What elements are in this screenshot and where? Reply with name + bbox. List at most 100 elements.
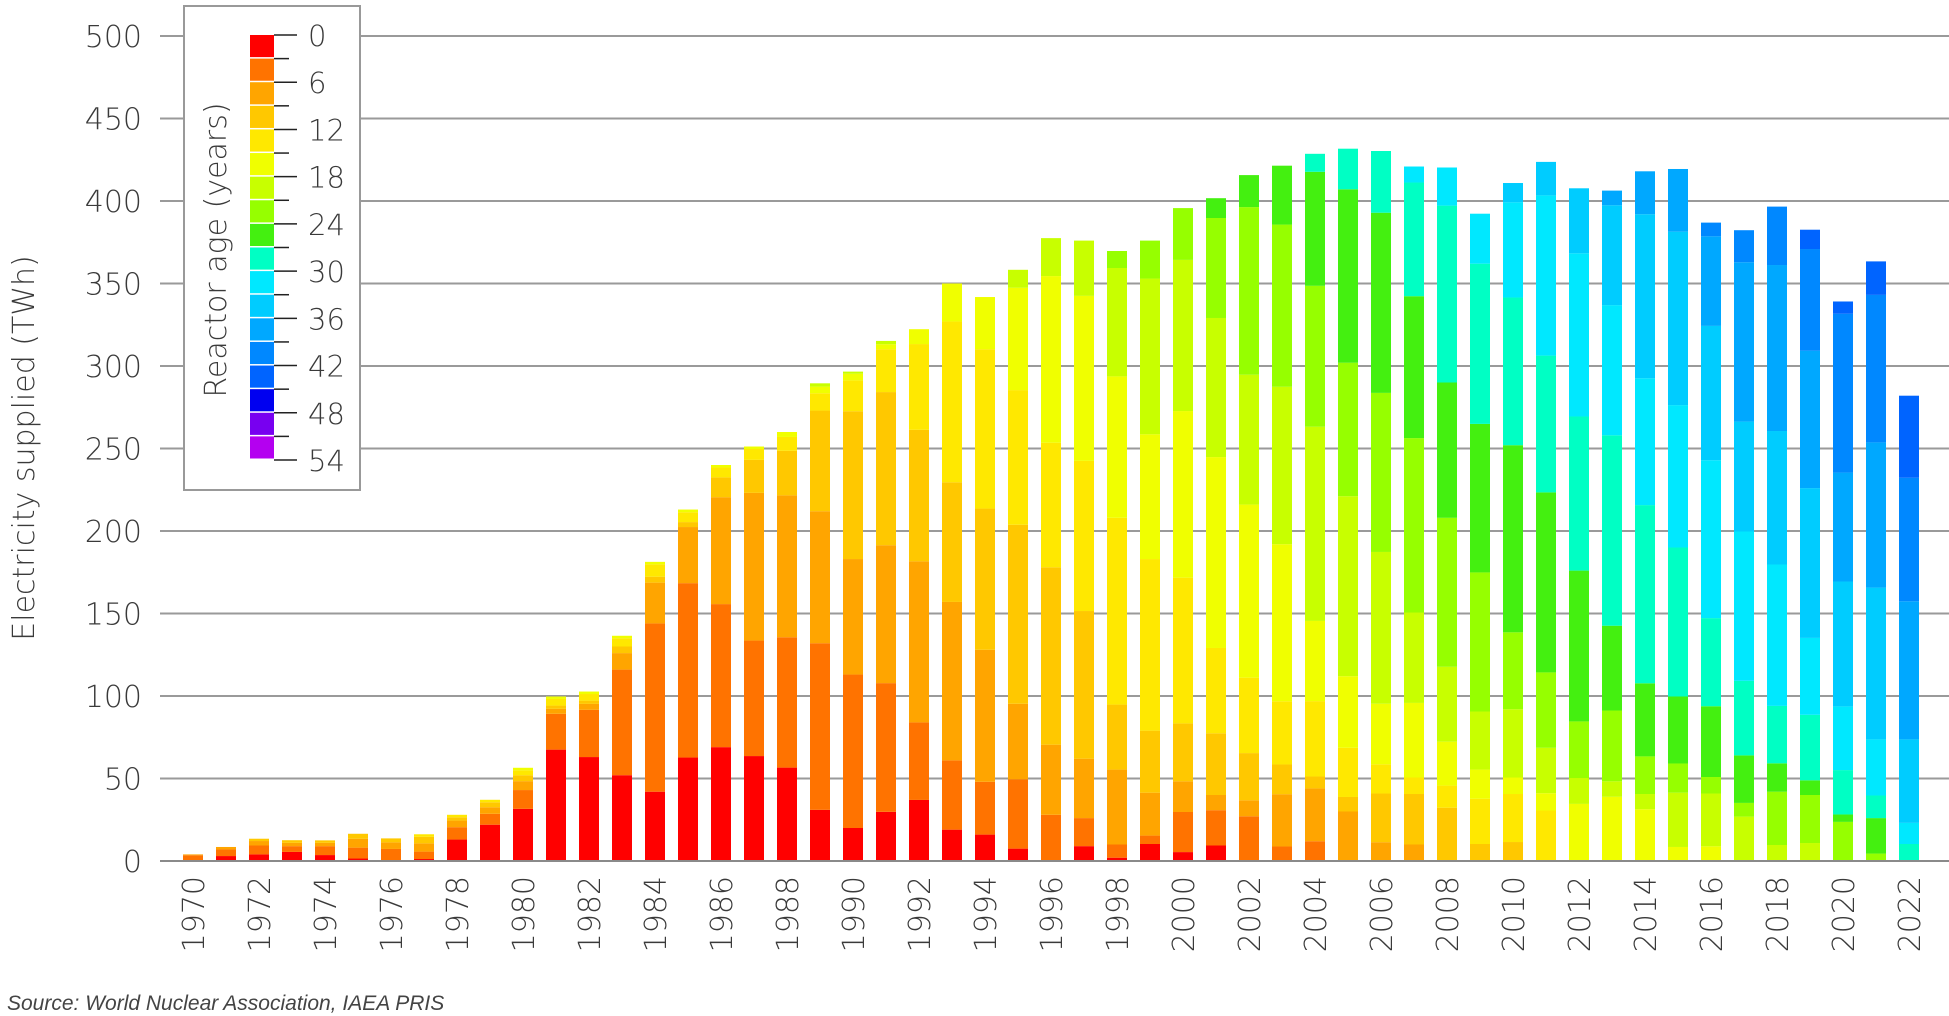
bar-1984 xyxy=(645,561,665,861)
bar-segment-age-9-12 xyxy=(810,410,830,512)
bar-segment-age-9-12 xyxy=(579,700,599,704)
bar-segment-age-15-18 xyxy=(513,767,533,771)
bar-segment-age-15-18 xyxy=(744,446,764,449)
bar-1988 xyxy=(777,432,797,861)
bar-segment-age-12-15 xyxy=(645,564,665,577)
bar-segment-age-24-27 xyxy=(1305,171,1325,286)
bar-2004 xyxy=(1305,153,1325,861)
bar-1985 xyxy=(678,509,698,861)
bar-segment-age-36-39 xyxy=(1866,442,1886,588)
bar-segment-age-6-9 xyxy=(1173,781,1193,812)
x-tick-label: 1998 xyxy=(1101,876,1136,952)
colorbar-swatch-27-30 xyxy=(250,247,274,270)
bar-segment-age-30-33 xyxy=(1866,739,1886,796)
bar-segment-age-21-24 xyxy=(1272,224,1292,387)
colorbar-swatch-0-3 xyxy=(250,35,274,58)
bar-segment-age-21-24 xyxy=(1338,362,1358,497)
bar-segment-age-15-18 xyxy=(810,386,830,394)
bar-segment-age-36-39 xyxy=(1800,350,1820,489)
bar-segment-age-21-24 xyxy=(1371,392,1391,552)
bar-segment-age-30-33 xyxy=(1767,564,1787,706)
bar-segment-age-21-24 xyxy=(1305,285,1325,427)
bar-segment-age-39-42 xyxy=(1866,294,1886,443)
bar-segment-age-0-3 xyxy=(909,799,929,861)
bar-segment-age-27-30 xyxy=(1569,416,1589,571)
bar-segment-age-3-6 xyxy=(414,851,434,860)
bar-segment-age-27-30 xyxy=(1437,205,1457,383)
bar-segment-age-24-27 xyxy=(1602,625,1622,711)
bar-segment-age-0-3 xyxy=(447,839,467,861)
bar-segment-age-27-30 xyxy=(1602,435,1622,626)
bar-segment-age-6-9 xyxy=(843,559,863,675)
x-tick-label: 2022 xyxy=(1893,876,1928,952)
bar-segment-age-33-36 xyxy=(1668,231,1688,406)
bar-segment-age-9-12 xyxy=(249,838,269,842)
bar-segment-age-9-12 xyxy=(513,775,533,782)
bar-segment-age-9-12 xyxy=(1140,730,1160,793)
colorbar-tick-label: 54 xyxy=(308,444,345,478)
colorbar-swatch-30-33 xyxy=(250,271,274,294)
x-tick-label: 2000 xyxy=(1167,876,1202,952)
bar-segment-age-6-9 xyxy=(1272,794,1292,847)
bar-2005 xyxy=(1338,148,1358,861)
bar-segment-age-15-18 xyxy=(1008,287,1028,391)
bar-segment-age-12-15 xyxy=(1437,785,1457,808)
bar-segment-age-12-15 xyxy=(1305,701,1325,777)
bar-segment-age-12-15 xyxy=(1008,390,1028,525)
bar-segment-age-3-6 xyxy=(282,846,302,852)
bar-segment-age-15-18 xyxy=(1437,741,1457,786)
bar-segment-age-6-9 xyxy=(744,492,764,641)
bar-segment-age-6-9 xyxy=(777,495,797,638)
bar-segment-age-33-36 xyxy=(1734,421,1754,532)
x-tick-label: 1976 xyxy=(375,876,410,952)
bar-segment-age-12-15 xyxy=(843,380,863,412)
bar-segment-age-27-30 xyxy=(1305,153,1325,172)
bar-1980 xyxy=(513,767,533,861)
bar-segment-age-9-12 xyxy=(447,817,467,821)
bar-segment-age-6-9 xyxy=(1239,800,1259,817)
bar-segment-age-0-3 xyxy=(645,791,665,861)
y-tick-label: 450 xyxy=(85,103,142,138)
bar-segment-age-15-18 xyxy=(678,509,698,513)
bar-segment-age-15-18 xyxy=(1074,295,1094,461)
bar-segment-age-18-21 xyxy=(1668,792,1688,847)
bar-segment-age-30-33 xyxy=(1635,378,1655,506)
x-tick-label: 2014 xyxy=(1629,876,1664,952)
bar-segment-age-21-24 xyxy=(1239,207,1259,375)
bar-segment-age-6-9 xyxy=(1371,842,1391,861)
colorbar-tick-label: 24 xyxy=(308,208,345,242)
bar-1981 xyxy=(546,696,566,861)
bar-segment-age-27-30 xyxy=(1338,148,1358,190)
bar-segment-age-9-12 xyxy=(1173,723,1193,782)
x-tick-label: 2006 xyxy=(1365,876,1400,952)
bar-segment-age-12-15 xyxy=(1140,559,1160,731)
bar-1995 xyxy=(1008,269,1028,861)
bar-segment-age-6-9 xyxy=(1404,844,1424,861)
bar-segment-age-15-18 xyxy=(1272,544,1292,702)
bar-segment-age-9-12 xyxy=(414,836,434,844)
bar-segment-age-6-9 xyxy=(1074,758,1094,819)
colorbar-tick-label: 48 xyxy=(308,397,345,431)
bar-segment-age-21-24 xyxy=(1635,756,1655,795)
bar-segment-age-21-24 xyxy=(1866,853,1886,861)
bar-segment-age-15-18 xyxy=(1371,703,1391,765)
bar-segment-age-18-21 xyxy=(1569,778,1589,804)
x-tick-label: 2008 xyxy=(1431,876,1466,952)
bar-segment-age-3-6 xyxy=(480,813,500,825)
bar-2019 xyxy=(1800,229,1820,861)
bar-segment-age-36-39 xyxy=(1635,171,1655,215)
bar-segment-age-18-21 xyxy=(810,383,830,387)
bar-segment-age-21-24 xyxy=(1734,802,1754,817)
bar-segment-age-3-6 xyxy=(1041,814,1061,861)
bar-segment-age-0-3 xyxy=(579,757,599,861)
bar-segment-age-12-15 xyxy=(744,448,764,460)
bar-segment-age-30-33 xyxy=(1734,531,1754,681)
bar-segment-age-18-21 xyxy=(1107,267,1127,377)
bar-segment-age-0-3 xyxy=(876,811,896,861)
bar-segment-age-6-9 xyxy=(1008,703,1028,780)
bar-segment-age-0-3 xyxy=(1107,857,1127,861)
bar-segment-age-12-15 xyxy=(1338,747,1358,797)
bar-segment-age-15-18 xyxy=(876,344,896,350)
bar-segment-age-18-21 xyxy=(1206,317,1226,458)
bar-segment-age-0-3 xyxy=(1074,846,1094,861)
